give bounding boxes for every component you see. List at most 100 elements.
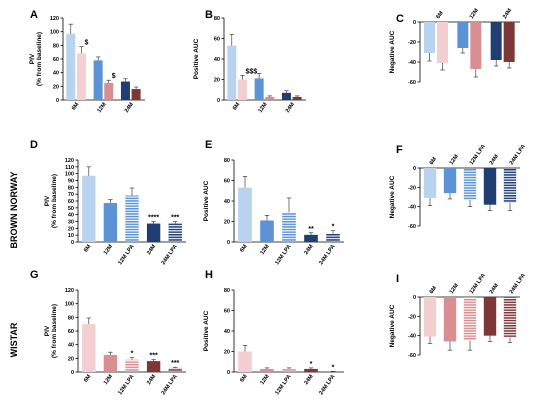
- panel-i-y-label: Negative AUC: [389, 304, 396, 347]
- panel-i-tick-label: -20: [408, 314, 416, 320]
- row-label-brown-norway: BROWN NORWAY: [9, 171, 19, 248]
- panel-g-tick-label: 0: [71, 370, 74, 376]
- panel-c-tick-label: -20: [408, 40, 416, 46]
- panel-c-tick-label: -40: [408, 60, 416, 66]
- panel-d-bar: [146, 223, 161, 242]
- panel-d-tick-label: 70: [68, 192, 74, 198]
- panel-f: F Negative AUC 0 -20 -40 -60 6M 12M 12M LPA 24M 24…: [389, 144, 527, 230]
- panel-f-bar: [483, 168, 497, 205]
- panel-g-category-label: 24M LPA: [161, 374, 179, 396]
- panel-b-tick-label: 0: [217, 98, 220, 104]
- panel-a-tick-label: 40: [53, 71, 59, 77]
- panel-d-category-label: 6M: [83, 243, 93, 253]
- panel-i-category-label: 24M: [489, 283, 500, 296]
- panel-b-y-label: Positive AUC: [193, 38, 200, 79]
- panel-c-tick-label: -60: [408, 80, 416, 86]
- panel-i-bar: [443, 297, 457, 342]
- panel-c-letter: C: [396, 13, 404, 25]
- panel-b-tick-label: 40: [214, 57, 220, 63]
- panel-a-y-label: PIV: [29, 53, 36, 64]
- panel-b-group-label: 24M: [285, 101, 296, 114]
- panel-a-group-label: 6M: [71, 101, 81, 111]
- panel-i-category-label: 12M: [449, 283, 460, 296]
- panel-d-tick-label: 60: [68, 199, 74, 205]
- panel-g-significance: *: [131, 351, 134, 358]
- panel-d-significance: ****: [148, 215, 159, 222]
- panel-a-tick-label: 80: [53, 43, 59, 49]
- panel-a-tick-label: 100: [50, 30, 59, 36]
- panel-c-bar: [457, 22, 469, 48]
- panel-i-category-label: 24M LPA: [509, 273, 527, 295]
- panel-g-bar: [103, 354, 118, 372]
- panel-e-significance: *: [332, 224, 335, 231]
- panel-b-group-label: 12M: [257, 101, 268, 114]
- panel-e-category-label: 6M: [239, 243, 249, 253]
- panel-h-significance: *: [332, 364, 335, 371]
- panel-c-group-label: 6M: [435, 10, 445, 20]
- panel-e-letter: E: [205, 139, 212, 151]
- panel-d-bar: [168, 223, 182, 242]
- panel-h-letter: H: [205, 269, 213, 281]
- panel-d-bar: [82, 175, 96, 242]
- panel-b-tick-label: 60: [214, 37, 220, 43]
- panel-d-tick-label: 40: [68, 213, 74, 219]
- panel-b-group-label: 6M: [232, 101, 242, 111]
- panel-i-category-label: 12M LPA: [469, 273, 487, 295]
- panel-a: A PIV (% from baseline) 0 20 40 60 80 100 120 $ $6M…: [29, 9, 145, 114]
- panel-f-category-label: 24M LPA: [509, 144, 527, 166]
- panel-d-bar: [103, 203, 118, 242]
- panel-g-tick-label: 40: [68, 343, 74, 349]
- panel-h-bar: [260, 368, 274, 372]
- panel-c-bar: [424, 22, 435, 53]
- panel-d-tick-label: 30: [68, 220, 74, 226]
- panel-a-bar: [93, 60, 103, 100]
- panel-b-bar: [292, 96, 302, 100]
- panel-h-bar: [282, 368, 296, 372]
- panel-h-category-label: 12M: [259, 373, 270, 386]
- panel-g-tick-label: 60: [68, 329, 74, 335]
- panel-d-tick-label: 10: [68, 233, 74, 239]
- panel-g-tick-label: 100: [65, 302, 74, 308]
- panel-i-bar: [463, 297, 477, 341]
- panel-d-category-label: 24M LPA: [161, 244, 179, 266]
- panel-d-letter: D: [30, 139, 38, 151]
- panel-a-group-label: 12M: [96, 101, 107, 114]
- panel-g-letter: G: [30, 269, 39, 281]
- panel-e-tick-label: 0: [227, 240, 230, 246]
- panel-c-bar: [503, 22, 515, 62]
- panel-g-significance: ***: [150, 353, 158, 360]
- panel-e-category-label: 24M: [303, 243, 314, 256]
- panel-d: D PIV (% from baseline) 0102030405060708090…: [30, 139, 186, 266]
- panel-g-tick-label: 120: [65, 288, 74, 294]
- panel-d-category-label: 24M: [146, 243, 157, 256]
- panel-d-tick-label: 110: [65, 165, 74, 171]
- panel-d-y-label: (% from baseline): [51, 174, 58, 228]
- panel-f-tick-label: 0: [413, 166, 416, 172]
- panel-i-bar: [423, 297, 437, 337]
- panel-e-tick-label: 20: [224, 220, 230, 226]
- panel-d-tick-label: 50: [68, 206, 74, 212]
- panel-b-letter: B: [205, 9, 213, 21]
- panel-f-category-label: 6M: [429, 156, 439, 166]
- panel-h-tick-label: 0: [227, 370, 230, 376]
- panel-e-bar: [260, 220, 274, 242]
- panel-c-bar: [470, 22, 482, 69]
- panel-a-significance: $: [112, 73, 116, 80]
- panel-a-significance: $: [84, 40, 88, 47]
- panel-e-y-label: Positive AUC: [203, 180, 210, 221]
- panel-c-tick-label: 0: [413, 20, 416, 26]
- panel-e-bar: [238, 187, 252, 242]
- panel-d-tick-label: 120: [65, 158, 74, 164]
- panel-h-significance: *: [310, 361, 313, 368]
- panel-h-category-label: 24M LPA: [318, 374, 336, 396]
- panel-a-tick-label: 20: [53, 84, 59, 90]
- panel-d-bar: [125, 195, 139, 242]
- panel-f-bar: [423, 168, 437, 198]
- panel-g-tick-label: 80: [68, 315, 74, 321]
- panel-d-tick-label: 90: [68, 179, 74, 185]
- panel-b-tick-label: 80: [214, 16, 220, 22]
- panel-b-significance: $$$: [245, 68, 257, 75]
- panel-b-tick-label: 20: [214, 78, 220, 84]
- panel-a-bar: [104, 82, 114, 100]
